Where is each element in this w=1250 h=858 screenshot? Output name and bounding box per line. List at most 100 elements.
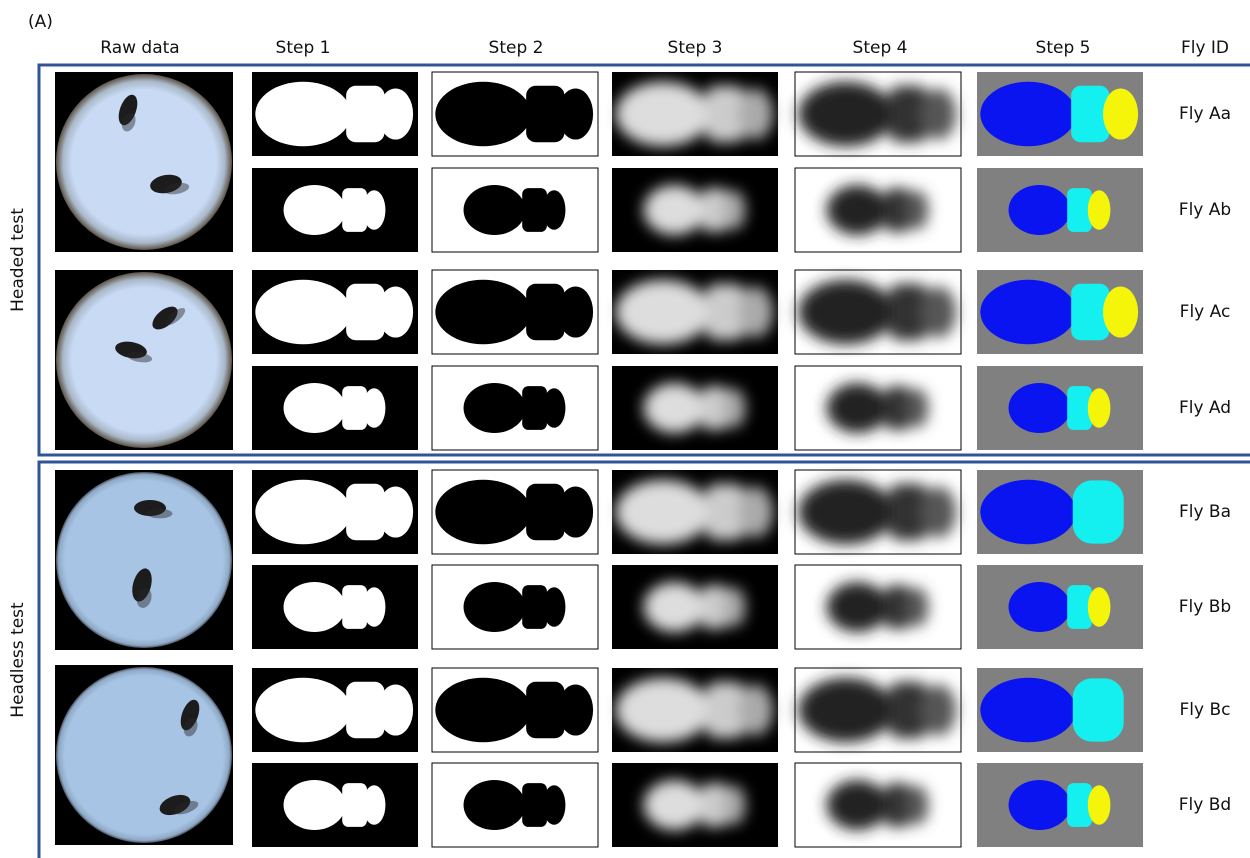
blob-part bbox=[1088, 587, 1111, 627]
blob-part bbox=[921, 88, 956, 139]
blob-part bbox=[464, 780, 526, 830]
page: (A) Raw data Step 1 Step 2 Step 3 Step 4 Step… bbox=[0, 0, 1250, 858]
blob-part bbox=[980, 82, 1076, 147]
blob-part bbox=[363, 190, 386, 230]
blob-part bbox=[798, 82, 894, 147]
dish bbox=[56, 667, 232, 843]
blob-part bbox=[906, 587, 929, 627]
silhouette bbox=[435, 678, 593, 743]
blob-part bbox=[284, 383, 346, 433]
blob-part bbox=[906, 190, 929, 230]
silhouette bbox=[1009, 383, 1111, 433]
blob-part bbox=[1088, 785, 1111, 825]
silhouette bbox=[980, 82, 1138, 147]
column-header: Step 3 bbox=[668, 38, 723, 58]
fly-id: Fly Bc bbox=[1180, 700, 1231, 720]
silhouette bbox=[284, 383, 386, 433]
blob-part bbox=[906, 785, 929, 825]
fly-id: Fly Ab bbox=[1179, 200, 1231, 220]
blob-part bbox=[1088, 388, 1111, 428]
silhouette bbox=[827, 780, 929, 830]
blob-part bbox=[435, 82, 531, 147]
silhouette bbox=[464, 582, 566, 632]
blob-part bbox=[363, 587, 386, 627]
silhouette bbox=[827, 185, 929, 235]
column-header: Raw data bbox=[100, 38, 179, 58]
silhouette bbox=[464, 383, 566, 433]
blob-part bbox=[1103, 88, 1138, 139]
fly-id: Fly Ba bbox=[1179, 502, 1231, 522]
column-header: Step 1 bbox=[276, 38, 331, 58]
blob-part bbox=[284, 185, 346, 235]
silhouette bbox=[980, 480, 1123, 545]
silhouette bbox=[255, 480, 413, 545]
blob-part bbox=[1073, 678, 1124, 741]
blob-part bbox=[827, 185, 889, 235]
blob-part bbox=[378, 286, 413, 337]
blob-part bbox=[378, 486, 413, 537]
silhouette bbox=[255, 280, 413, 345]
blob-part bbox=[558, 88, 593, 139]
silhouette bbox=[798, 82, 956, 147]
silhouette bbox=[284, 185, 386, 235]
blob-part bbox=[921, 684, 956, 735]
silhouette bbox=[435, 480, 593, 545]
column-header: Step 5 bbox=[1036, 38, 1091, 58]
blob-part bbox=[543, 190, 566, 230]
silhouette bbox=[798, 280, 956, 345]
fly-wing bbox=[147, 509, 173, 519]
fly-id: Fly Aa bbox=[1179, 104, 1231, 124]
blob-part bbox=[284, 582, 346, 632]
silhouette bbox=[464, 780, 566, 830]
silhouette bbox=[255, 678, 413, 743]
blob-part bbox=[255, 280, 351, 345]
blob-part bbox=[284, 780, 346, 830]
blob-part bbox=[798, 280, 894, 345]
silhouette bbox=[1009, 780, 1111, 830]
blob-part bbox=[435, 480, 531, 545]
silhouette bbox=[284, 780, 386, 830]
column-header: Step 2 bbox=[489, 38, 544, 58]
panel-label: (A) bbox=[28, 12, 53, 32]
group-label: Headless test bbox=[8, 602, 28, 718]
blob-part bbox=[435, 678, 531, 743]
group-label: Headed test bbox=[8, 208, 28, 312]
blob-part bbox=[558, 486, 593, 537]
dish bbox=[56, 472, 232, 648]
blob-part bbox=[543, 785, 566, 825]
silhouette bbox=[798, 480, 956, 545]
blob-part bbox=[558, 286, 593, 337]
blob-part bbox=[1073, 480, 1124, 543]
blob-part bbox=[980, 678, 1076, 743]
column-header: Step 4 bbox=[853, 38, 908, 58]
silhouette bbox=[1009, 582, 1111, 632]
fly-id: Fly Bb bbox=[1179, 597, 1231, 617]
blob-part bbox=[980, 480, 1076, 545]
silhouette bbox=[980, 678, 1123, 743]
blob-part bbox=[1009, 582, 1071, 632]
blob-part bbox=[363, 388, 386, 428]
silhouette bbox=[980, 280, 1138, 345]
silhouette bbox=[827, 383, 929, 433]
fly-id: Fly Ad bbox=[1179, 398, 1231, 418]
blob-part bbox=[543, 388, 566, 428]
figure: (A) Raw data Step 1 Step 2 Step 3 Step 4 Step… bbox=[0, 0, 1250, 858]
silhouette bbox=[827, 582, 929, 632]
blob-part bbox=[921, 286, 956, 337]
blob-part bbox=[798, 480, 894, 545]
blob-part bbox=[255, 480, 351, 545]
blob-part bbox=[980, 280, 1076, 345]
blob-part bbox=[378, 684, 413, 735]
silhouette bbox=[435, 280, 593, 345]
blob-part bbox=[363, 785, 386, 825]
silhouette bbox=[464, 185, 566, 235]
blob-part bbox=[921, 486, 956, 537]
silhouette bbox=[798, 678, 956, 743]
blob-part bbox=[464, 582, 526, 632]
blob-part bbox=[255, 82, 351, 147]
silhouette bbox=[255, 82, 413, 147]
blob-part bbox=[827, 582, 889, 632]
blob-part bbox=[827, 780, 889, 830]
silhouette bbox=[1009, 185, 1111, 235]
fly-id: Fly Ac bbox=[1180, 302, 1231, 322]
